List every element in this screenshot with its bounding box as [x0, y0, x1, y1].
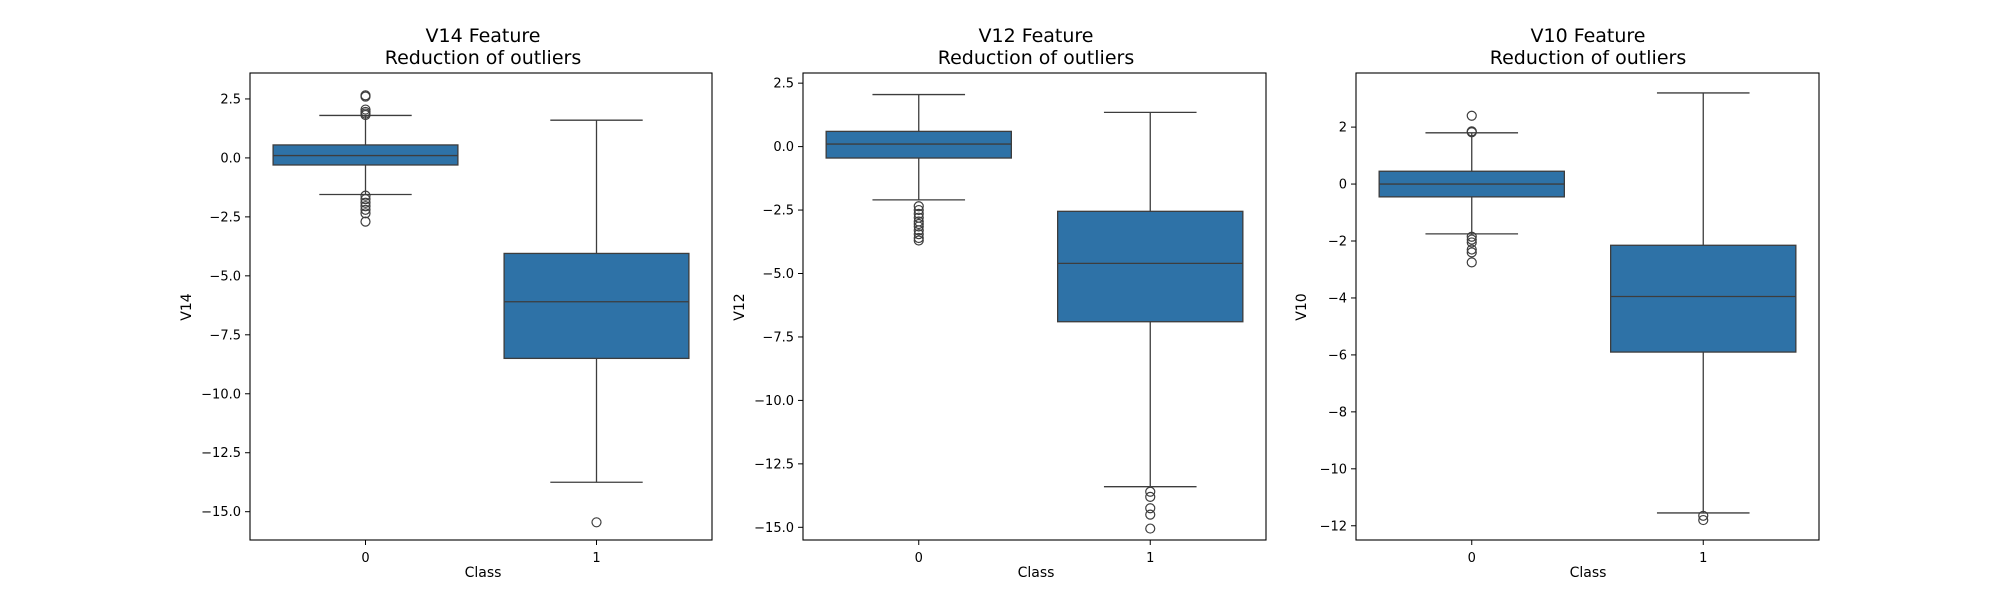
y-tick-label: −10: [1320, 462, 1347, 477]
x-tick-label: 1: [1699, 551, 1707, 566]
outlier-point: [913, 218, 924, 230]
outlier-point: [913, 235, 924, 246]
y-tick-label: −8: [1328, 405, 1347, 420]
x-tick-label: 0: [361, 551, 369, 566]
x-axis-label: Class: [1018, 565, 1055, 581]
y-tick-label: −2.5: [209, 210, 241, 225]
outlier-point: [913, 232, 924, 244]
outlier-point: [1466, 234, 1477, 245]
y-tick-label: −7.5: [762, 330, 794, 345]
x-axis-label: Class: [465, 565, 502, 581]
y-tick-label: 0: [1339, 178, 1347, 193]
chart-title-line2: Reduction of outliers: [1490, 47, 1686, 69]
chart-title-line1: V12 Feature: [978, 25, 1093, 47]
outlier-point: [1466, 110, 1477, 121]
outlier-point: [591, 517, 602, 528]
outlier-point: [913, 204, 924, 216]
outlier-point: [1698, 514, 1709, 526]
y-tick-label: −12: [1320, 519, 1347, 534]
y-tick-label: −2.5: [762, 204, 794, 219]
outlier-point: [360, 91, 371, 102]
x-tick-label: 1: [592, 551, 600, 566]
y-tick-label: −2: [1328, 235, 1347, 250]
y-tick-label: −6: [1328, 348, 1347, 363]
chart-panel-v10: V10 Feature Reduction of outliers Class …: [1294, 25, 1820, 581]
outlier-point: [913, 208, 924, 219]
y-tick-label: −15.0: [754, 521, 794, 536]
axes-frame: [249, 72, 713, 541]
x-tick-label: 0: [915, 551, 923, 566]
plot-area: 2.5 0.0 −2.5 −5.0 −7.5 −10.0 −12.5 −15.0 0 1: [201, 72, 713, 566]
y-tick-label: −10.0: [201, 387, 241, 402]
outlier-point: [360, 109, 371, 121]
axes-frame: [802, 72, 1267, 541]
outlier-point: [1466, 231, 1477, 242]
outlier-point: [913, 221, 924, 232]
y-axis-label: V10: [1294, 293, 1310, 320]
y-tick-label: 2.5: [220, 92, 241, 107]
y-axis-label: V12: [732, 293, 748, 320]
box-iqr: [1057, 210, 1244, 323]
outlier-point: [1466, 127, 1477, 138]
chart-title-line1: V14 Feature: [425, 25, 540, 47]
x-axis-label: Class: [1570, 565, 1607, 581]
y-tick-label: 2.5: [773, 77, 794, 92]
outlier-point: [360, 201, 371, 212]
outlier-point: [1466, 244, 1477, 255]
outlier-point: [360, 216, 371, 227]
y-tick-label: 0.0: [773, 140, 794, 155]
outlier-point: [1145, 503, 1156, 514]
y-tick-label: −15.0: [201, 505, 241, 520]
outlier-point: [360, 190, 371, 201]
x-tick-label: 1: [1146, 551, 1154, 566]
box-iqr: [503, 252, 690, 360]
y-tick-label: −5.0: [762, 267, 794, 282]
chart-panel-v14: V14 Feature Reduction of outliers Class …: [179, 25, 713, 581]
chart-panel-v12: V12 Feature Reduction of outliers Class …: [732, 25, 1267, 581]
outlier-point: [1466, 237, 1477, 248]
y-axis-label: V14: [179, 293, 195, 320]
y-tick-label: −7.5: [209, 328, 241, 343]
y-tick-label: −5.0: [209, 269, 241, 284]
x-tick-label: 0: [1468, 551, 1476, 566]
outlier-point: [1466, 247, 1477, 258]
outlier-point: [913, 229, 924, 240]
plot-area: 2.5 0.0 −2.5 −5.0 −7.5 −10.0 −12.5 −15.0 0 1: [754, 72, 1267, 566]
outlier-point: [1145, 509, 1156, 520]
outlier-point: [360, 197, 371, 208]
outlier-point: [360, 204, 371, 215]
outlier-point: [913, 225, 924, 236]
plot-area: 2 0 −2 −4 −6 −8 −10 −12 0 1: [1320, 72, 1820, 566]
chart-title-line2: Reduction of outliers: [938, 47, 1134, 69]
axes-frame: [1355, 72, 1820, 541]
y-tick-label: 2: [1339, 121, 1347, 136]
y-tick-label: −12.5: [754, 457, 794, 472]
box-iqr: [1610, 244, 1797, 353]
outlier-point: [1145, 486, 1156, 497]
outlier-point: [1466, 257, 1477, 268]
outlier-point: [1145, 491, 1156, 502]
chart-title-line1: V10 Feature: [1530, 25, 1645, 47]
outlier-point: [360, 208, 371, 219]
outlier-point: [913, 201, 924, 212]
chart-title-line2: Reduction of outliers: [385, 47, 581, 69]
y-tick-label: −10.0: [754, 394, 794, 409]
outlier-point: [360, 194, 371, 205]
y-tick-label: −12.5: [201, 446, 241, 461]
outlier-point: [1698, 510, 1709, 521]
y-tick-label: −4: [1328, 291, 1347, 306]
outlier-point: [1145, 523, 1156, 534]
y-tick-label: 0.0: [220, 151, 241, 166]
